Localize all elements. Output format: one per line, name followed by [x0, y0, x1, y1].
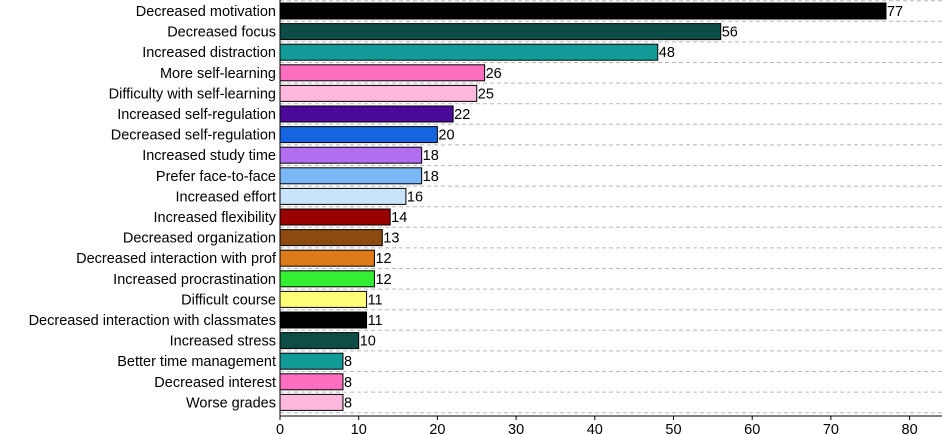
category-label: Prefer face-to-face	[156, 169, 276, 185]
value-label: 20	[438, 128, 454, 144]
value-label: 16	[407, 189, 423, 205]
value-label: 12	[375, 272, 391, 288]
bar	[279, 393, 344, 411]
category-label: Increased flexibility	[154, 210, 277, 226]
bar	[279, 332, 360, 350]
category-label: Increased distraction	[142, 45, 276, 61]
value-label: 26	[486, 66, 502, 82]
category-label: Increased effort	[176, 189, 277, 205]
category-label: Increased self-regulation	[117, 107, 276, 123]
value-label: 48	[659, 45, 675, 61]
category-label: Better time management	[117, 354, 276, 370]
category-label: Worse grades	[186, 395, 276, 411]
bar	[279, 105, 454, 123]
bar	[279, 229, 383, 247]
category-label: Decreased interaction with prof	[76, 251, 277, 267]
value-label: 10	[360, 334, 376, 350]
bar	[279, 43, 659, 61]
category-label: Difficult course	[181, 292, 276, 308]
value-label: 8	[344, 375, 352, 391]
category-label: Increased stress	[170, 334, 276, 350]
x-tick-label: 30	[508, 422, 524, 434]
bar	[279, 167, 423, 185]
bar	[279, 373, 344, 391]
value-label: 13	[383, 231, 399, 247]
value-label: 25	[478, 86, 494, 102]
category-label: More self-learning	[160, 66, 276, 82]
value-label: 8	[344, 395, 352, 411]
value-label: 56	[722, 25, 738, 41]
category-label: Difficulty with self-learning	[109, 86, 276, 102]
category-label: Decreased motivation	[136, 4, 276, 20]
bar	[279, 84, 478, 102]
bars	[279, 2, 887, 411]
category-label: Decreased organization	[123, 231, 276, 247]
x-tick-label: 10	[351, 422, 367, 434]
x-axis: 0 10 20 30 40 50 60 70 80	[276, 0, 942, 434]
bar	[279, 126, 438, 144]
x-tick-label: 50	[665, 422, 681, 434]
value-label: 14	[391, 210, 407, 226]
grid-lines	[280, 0, 942, 414]
value-label: 18	[423, 148, 439, 164]
bar	[279, 2, 887, 20]
bar	[279, 208, 391, 226]
bar	[279, 249, 375, 267]
bar	[279, 23, 722, 41]
bar	[279, 146, 423, 164]
x-tick-label: 70	[823, 422, 839, 434]
category-label: Decreased focus	[167, 25, 276, 41]
category-labels: Decreased motivation Decreased focus Incre…	[29, 4, 277, 411]
bar	[279, 290, 368, 308]
x-tick-label: 40	[587, 422, 603, 434]
x-tick-label: 60	[744, 422, 760, 434]
x-tick-label: 80	[902, 422, 918, 434]
category-label: Increased procrastination	[113, 272, 276, 288]
x-tick-label: 20	[429, 422, 445, 434]
value-label: 11	[368, 292, 383, 308]
value-label: 77	[887, 4, 903, 20]
bar	[279, 64, 486, 82]
category-label: Decreased self-regulation	[111, 128, 276, 144]
bar	[279, 311, 368, 329]
bar	[279, 270, 375, 288]
value-label: 11	[368, 313, 383, 329]
category-label: Decreased interaction with classmates	[29, 313, 276, 329]
value-label: 12	[375, 251, 391, 267]
bar	[279, 352, 344, 370]
bar	[279, 187, 407, 205]
x-tick-label: 0	[276, 422, 284, 434]
category-label: Decreased interest	[154, 375, 276, 391]
value-label: 22	[454, 107, 470, 123]
value-label: 18	[423, 169, 439, 185]
value-label: 8	[344, 354, 352, 370]
category-label: Increased study time	[142, 148, 276, 164]
